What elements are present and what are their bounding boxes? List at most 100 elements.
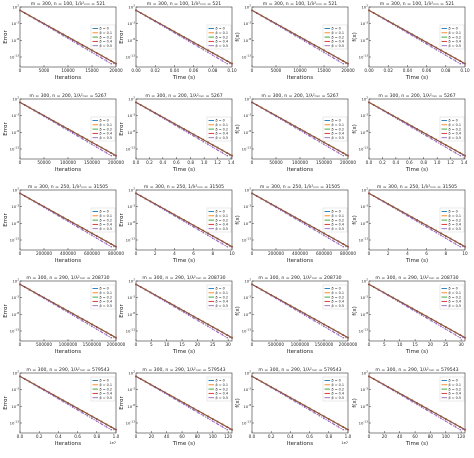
series-point <box>332 328 335 331</box>
series-point <box>411 34 414 37</box>
series-point <box>260 106 263 109</box>
series-point <box>110 245 112 248</box>
x-tick-label: 150000 <box>84 160 100 165</box>
series-point <box>207 417 209 420</box>
series-point <box>454 60 457 62</box>
series-point <box>62 400 64 403</box>
x-tick-label: 0.6 <box>173 160 180 165</box>
series-point <box>231 62 233 65</box>
series-point <box>192 407 195 410</box>
series-point <box>318 46 321 49</box>
y-tick-label: 102 <box>244 278 251 284</box>
series-point <box>72 314 74 317</box>
y-tick-label: 102 <box>128 4 135 10</box>
legend-label: β = 0.2 <box>100 127 113 131</box>
y-tick-label: 102 <box>128 96 135 102</box>
panel-r0-c3: m = 300, n = 100, 1/λ²ₘᵢₙ = 521 102 10-3 10… <box>352 1 470 81</box>
series-point <box>197 138 200 140</box>
series-point <box>332 54 335 57</box>
series-point <box>216 420 219 423</box>
series-point <box>368 9 370 12</box>
legend-label: β = 0.1 <box>332 214 345 218</box>
series-point <box>464 62 466 65</box>
series-point <box>188 406 190 409</box>
y-axis-label: f(x) <box>352 306 358 315</box>
y-tick-label: 10-13 <box>242 328 252 334</box>
panel-title: m = 300, n = 100, 1/λ²ₘᵢₙ = 521 <box>380 1 454 7</box>
series-point <box>280 117 282 120</box>
y-axis-label: f(x) <box>235 32 241 41</box>
y-axis-label: f(x) <box>235 215 241 224</box>
x-axis-label: Iterations <box>55 167 81 173</box>
series-point <box>76 315 79 318</box>
x-tick-label: 800000 <box>340 251 356 256</box>
series-point <box>464 154 466 157</box>
series-point <box>144 380 147 383</box>
x-tick-label: 150000 <box>316 160 332 165</box>
series-point <box>313 318 316 320</box>
series-point <box>38 20 40 22</box>
series-point <box>430 227 433 229</box>
series-point <box>110 154 112 157</box>
series-point <box>202 322 204 325</box>
legend-label: β = 0.5 <box>216 304 229 308</box>
series-point <box>435 414 438 417</box>
series-point <box>178 307 180 310</box>
series-point <box>212 420 214 423</box>
series-point <box>154 294 156 296</box>
x-tick-label: 0 <box>251 251 254 256</box>
series-point <box>43 22 45 25</box>
x-tick-label: 0.4 <box>393 160 400 165</box>
series-point <box>91 49 93 52</box>
series-point <box>19 9 21 12</box>
x-tick-label: 0.00 <box>131 68 141 73</box>
series-point <box>100 57 103 59</box>
series-point <box>183 129 185 132</box>
x-tick-label: 1.2 <box>447 160 454 165</box>
series-point <box>43 296 45 299</box>
series-point <box>445 54 447 57</box>
legend-label: β = 0.1 <box>332 383 345 387</box>
series-point <box>265 200 268 203</box>
y-tick-label: 10-3 <box>360 112 368 118</box>
series-point <box>144 106 147 109</box>
series-point <box>202 229 204 232</box>
legend-label: β = 0.4 <box>216 300 229 304</box>
series-point <box>207 51 209 54</box>
series-point <box>411 125 414 128</box>
series-point <box>159 205 161 208</box>
y-tick-label: 10-3 <box>11 20 19 26</box>
series-point <box>38 294 40 296</box>
legend-label: β = 0.5 <box>216 396 229 400</box>
series-point <box>24 12 26 14</box>
y-tick-label: 102 <box>361 370 368 376</box>
series-point <box>255 378 258 380</box>
series-point <box>449 57 452 59</box>
series-point <box>226 60 228 62</box>
series-point <box>430 229 433 231</box>
x-tick-label: 5000 <box>39 68 50 73</box>
series-point <box>67 36 69 38</box>
x-tick-label: 0 <box>368 342 371 347</box>
y-tick-label: 10-8 <box>360 403 368 409</box>
series-point <box>105 240 108 243</box>
x-axis-label: Time (s) <box>172 167 195 173</box>
series-point <box>105 57 108 60</box>
legend-label: β = 0.5 <box>332 227 345 231</box>
series-point <box>115 62 117 65</box>
panel-title: m = 300, n = 290, 1/λ²ₘᵢₙ = 579543 <box>375 367 458 373</box>
series-point <box>304 406 306 409</box>
x-tick-label: 0.2 <box>379 160 386 165</box>
series-point <box>202 414 204 417</box>
series-point <box>81 410 84 412</box>
series-point <box>284 28 287 30</box>
series-point <box>425 409 428 411</box>
y-tick-label: 10-8 <box>11 220 19 226</box>
series-point <box>318 412 321 415</box>
series-point <box>62 308 64 311</box>
series-point <box>91 234 93 237</box>
series-point <box>421 404 423 407</box>
x-tick-label: 15 <box>412 342 418 347</box>
legend-label: β = 0.4 <box>216 223 229 227</box>
x-tick-label: 15000 <box>85 68 99 73</box>
